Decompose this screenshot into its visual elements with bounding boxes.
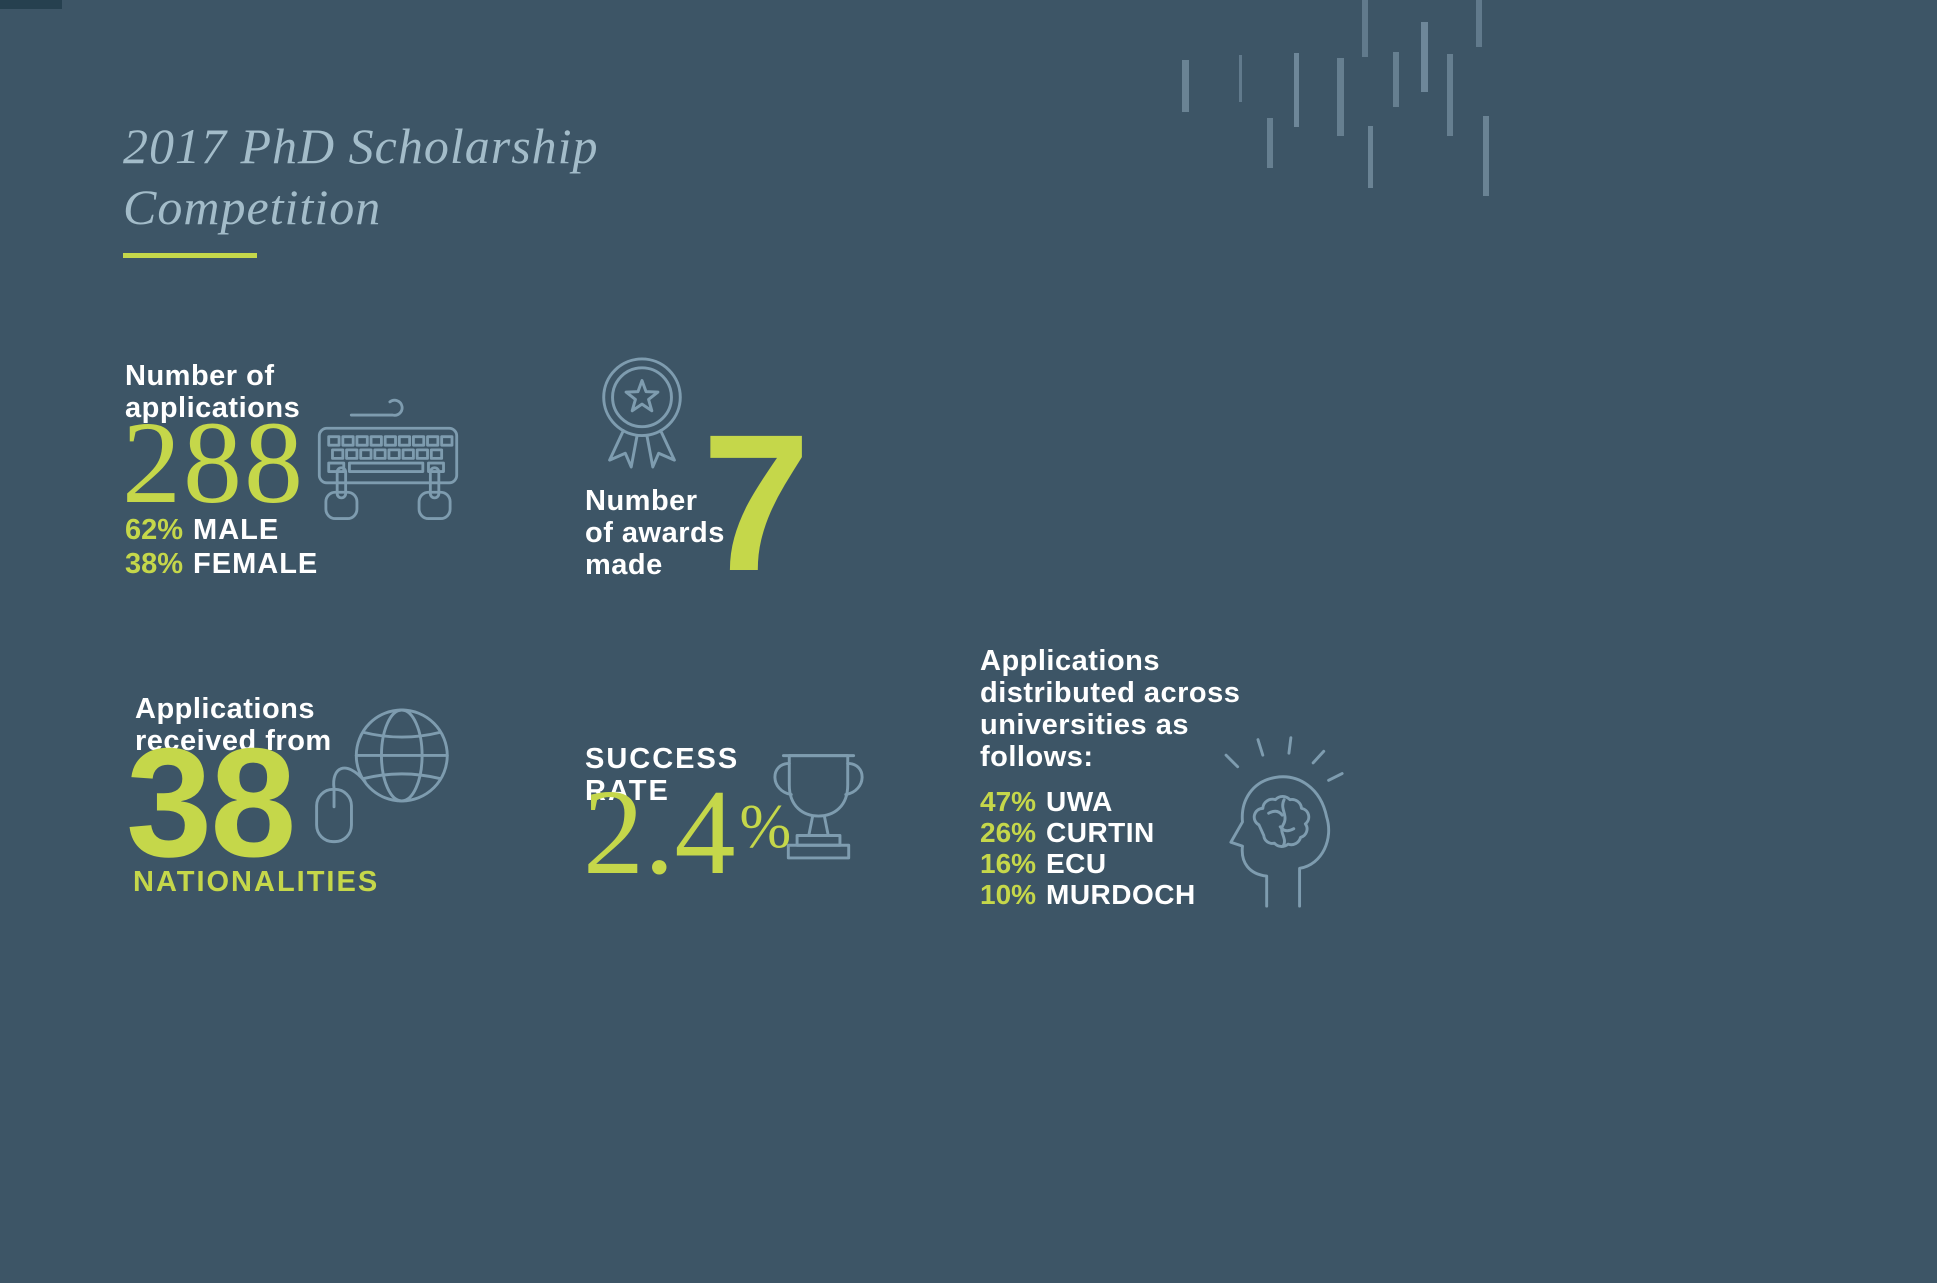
applications-value: 288	[122, 397, 305, 528]
awards-label: Number of awards made	[585, 485, 725, 581]
success-rate-label: SUCCESS RATE	[585, 743, 740, 807]
head-brain-icon	[1224, 736, 1344, 908]
applications-label: Number of applications	[125, 360, 301, 424]
nationalities-value: 38	[126, 716, 296, 889]
keyboard-hands-icon	[317, 398, 459, 520]
success-rate-suffix: %	[739, 793, 792, 861]
female-label: FEMALE	[193, 548, 319, 580]
university-name: CURTIN	[1046, 817, 1155, 848]
success-rate-value: 2.4	[583, 765, 736, 900]
university-percentage: 26%	[980, 817, 1037, 848]
list-item: 10% MURDOCH	[980, 879, 1196, 910]
university-name: MURDOCH	[1046, 879, 1196, 910]
university-percentage: 10%	[980, 879, 1037, 910]
university-percentage: 16%	[980, 848, 1037, 879]
female-percentage: 38%	[125, 548, 184, 580]
nationalities-label: Applications received from	[135, 693, 332, 757]
corner-mark	[0, 0, 62, 9]
page-title: 2017 PhD Scholarship Competition	[123, 118, 599, 235]
university-name: ECU	[1046, 848, 1107, 879]
male-label: MALE	[193, 514, 280, 546]
list-item: 16% ECU	[980, 848, 1196, 879]
university-distribution-list: 47% UWA 26% CURTIN 16% ECU 10% MURDOCH	[980, 786, 1196, 910]
university-name: UWA	[1046, 786, 1113, 817]
globe-mouse-icon	[315, 708, 449, 844]
medal-star-icon	[602, 357, 682, 469]
university-percentage: 47%	[980, 786, 1037, 817]
list-item: 26% CURTIN	[980, 817, 1196, 848]
title-underline	[123, 253, 257, 258]
list-item: 47% UWA	[980, 786, 1196, 817]
success-rate-figure: 2.4 %	[583, 772, 791, 894]
female-breakdown: 38% FEMALE	[125, 548, 318, 580]
male-breakdown: 62% MALE	[125, 514, 279, 546]
male-percentage: 62%	[125, 514, 184, 546]
trophy-icon	[773, 754, 864, 860]
universities-heading: Applications distributed across universi…	[980, 645, 1241, 773]
nationalities-unit: NATIONALITIES	[133, 866, 380, 898]
awards-value: 7	[702, 394, 811, 612]
